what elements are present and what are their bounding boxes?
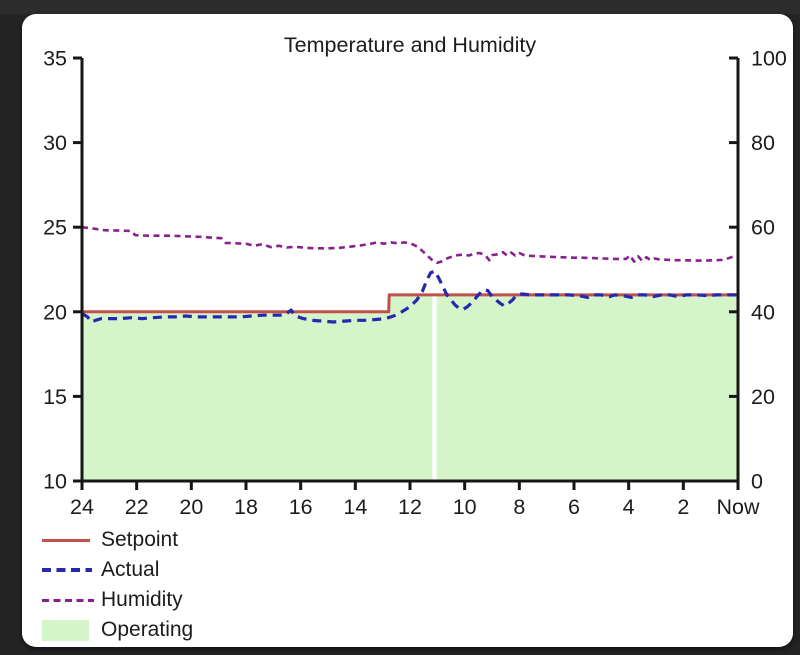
svg-text:20: 20 (43, 300, 67, 324)
svg-text:20: 20 (751, 385, 775, 409)
svg-text:10: 10 (453, 495, 477, 519)
actual-line-swatch (42, 568, 92, 572)
operating-area-swatch (42, 619, 89, 641)
legend-item-actual: Actual (42, 555, 442, 585)
svg-text:22: 22 (125, 495, 149, 519)
svg-text:2: 2 (677, 495, 689, 519)
svg-text:20: 20 (179, 495, 203, 519)
chart-title: Temperature and Humidity (283, 33, 537, 57)
window-top-bar (0, 0, 800, 14)
svg-text:6: 6 (568, 495, 580, 519)
chart-legend: Setpoint Actual Humidity Operating (42, 525, 442, 645)
svg-text:8: 8 (513, 495, 525, 519)
svg-text:15: 15 (43, 385, 67, 409)
svg-text:60: 60 (751, 216, 775, 240)
svg-text:100: 100 (751, 47, 787, 71)
svg-text:24: 24 (70, 495, 94, 519)
svg-text:12: 12 (398, 495, 422, 519)
svg-text:35: 35 (43, 47, 67, 71)
svg-text:16: 16 (289, 495, 313, 519)
legend-label-setpoint: Setpoint (101, 528, 179, 551)
svg-text:80: 80 (751, 131, 775, 155)
setpoint-line-swatch (42, 538, 90, 542)
legend-label-humidity: Humidity (101, 588, 183, 611)
svg-text:30: 30 (43, 131, 67, 155)
legend-item-setpoint: Setpoint (42, 525, 442, 555)
legend-label-actual: Actual (101, 558, 160, 581)
svg-text:Now: Now (716, 495, 759, 519)
legend-label-operating: Operating (101, 618, 194, 641)
humidity-line-swatch (42, 598, 94, 602)
chart-card: Temperature and Humidity 10 15 20 25 30 35 0 20… (22, 14, 793, 647)
svg-text:25: 25 (43, 216, 67, 240)
svg-text:0: 0 (751, 470, 763, 494)
svg-text:40: 40 (751, 300, 775, 324)
legend-item-humidity: Humidity (42, 585, 442, 615)
svg-text:4: 4 (623, 495, 635, 519)
svg-text:18: 18 (234, 495, 258, 519)
legend-item-operating: Operating (42, 615, 442, 645)
svg-text:14: 14 (343, 495, 367, 519)
svg-text:10: 10 (43, 470, 67, 494)
